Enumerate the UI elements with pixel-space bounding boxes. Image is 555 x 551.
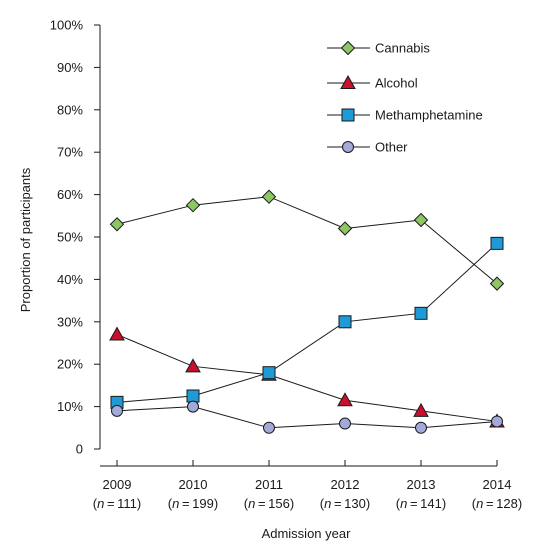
legend-label-cannabis: Cannabis [375,41,430,56]
data-point-alcohol [337,392,353,407]
series-cannabis [109,189,505,291]
series-line-other [116,406,498,429]
data-point-cannabis [337,221,353,236]
data-point-methamphetamine [338,315,352,329]
data-point-alcohol [413,402,429,417]
series-other [111,400,503,434]
data-point-cannabis [261,189,277,204]
x-tick-sample-size: (n = 141) [396,496,446,511]
y-axis-title: Proportion of participants [18,167,33,312]
legend: Cannabis Alcohol Methamphetamine Other [327,41,483,155]
data-point-other [415,421,427,434]
data-point-cannabis [413,212,429,228]
y-tick-label: 70% [57,145,83,160]
y-tick-label: 0 [76,442,83,457]
data-point-other [263,421,275,434]
y-tick-label: 90% [57,60,83,75]
legend-label-other: Other [375,140,408,155]
series-line-methamphetamine [116,242,498,403]
series-alcohol [109,326,505,428]
data-point-other [339,417,351,430]
legend-marker-other [342,141,354,153]
legend-label-methamphetamine: Methamphetamine [375,108,483,123]
y-tick-label: 60% [57,187,83,202]
data-point-alcohol [185,358,201,373]
y-tick-label: 80% [57,102,83,117]
x-tick-label: 2013 [407,477,436,492]
data-point-cannabis [489,276,505,291]
data-point-other [187,400,199,413]
legend-item-cannabis: Cannabis [327,41,430,56]
x-tick-label: 2009 [103,477,132,492]
y-tick-label: 20% [57,357,83,372]
series-line-cannabis [116,196,498,285]
y-tick-label: 30% [57,314,83,329]
data-point-cannabis [109,217,125,232]
y-axis: 0 10% 20% 30% 40% 50% 60% 70% 80% 90% 100% [50,18,101,457]
legend-marker-cannabis [340,40,356,56]
legend-item-alcohol: Alcohol [327,74,418,91]
data-point-methamphetamine [262,366,276,380]
x-tick-sample-size: (n = 156) [244,496,294,511]
x-tick-label: 2010 [179,477,208,492]
y-tick-label: 10% [57,399,83,414]
series-methamphetamine [110,236,504,409]
y-tick-label: 40% [57,272,83,287]
x-tick-sample-size: (n = 199) [168,496,218,511]
legend-marker-alcohol [340,74,356,89]
data-point-alcohol [109,326,125,341]
data-point-methamphetamine [414,306,428,320]
x-tick-sample-size: (n = 130) [320,496,370,511]
x-tick-sample-size: (n = 111) [93,496,141,511]
x-tick-label: 2011 [255,477,283,492]
x-axis: 2009 (n = 111) 2010 (n = 199) 2011 (n = 156) 2… [93,460,522,511]
data-point-other [111,404,123,417]
x-axis-title: Admission year [262,526,352,541]
data-point-other [491,415,503,428]
x-tick-label: 2012 [331,477,360,492]
series-layer [109,189,505,434]
series-line-alcohol [116,334,498,422]
legend-item-methamphetamine: Methamphetamine [327,108,483,123]
y-tick-label: 100% [50,18,84,33]
data-point-methamphetamine [186,389,200,403]
x-tick-label: 2014 [483,477,512,492]
y-tick-label: 50% [57,230,83,245]
x-tick-sample-size: (n = 128) [472,496,522,511]
legend-marker-methamphetamine [341,108,355,122]
legend-item-other: Other [327,140,408,155]
data-point-methamphetamine [490,236,504,250]
legend-label-alcohol: Alcohol [375,76,418,91]
data-point-cannabis [185,197,201,213]
